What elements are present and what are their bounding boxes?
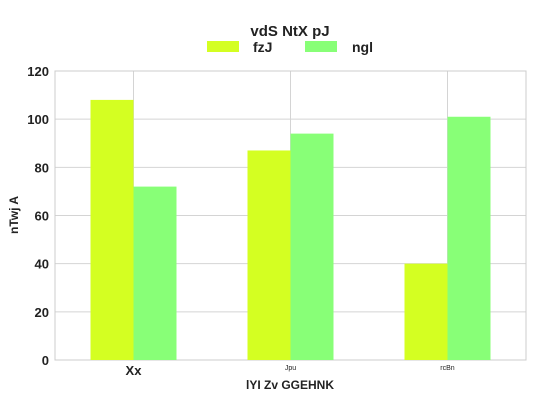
legend-swatch-fzj — [207, 41, 239, 52]
y-tick-label: 40 — [35, 257, 49, 272]
y-tick-label: 60 — [35, 209, 49, 224]
x-axis-title: lYI Zv GGEHNK — [246, 378, 334, 392]
x-tick-label: Jpu — [285, 365, 296, 372]
y-tick-label: 20 — [35, 305, 49, 320]
legend-title: vdS NtX pJ — [250, 23, 329, 40]
bar-fzj-xx — [90, 99, 134, 361]
bars — [90, 99, 491, 361]
y-tick-label: 100 — [27, 112, 49, 127]
y-tick-label: 0 — [42, 353, 49, 368]
legend: vdS NtX pJ fzJ ngl — [207, 23, 373, 55]
bar-fzj-rcbn — [404, 263, 448, 360]
bar-fzj-jpu — [247, 150, 291, 360]
y-axis-ticks: 0 20 40 60 80 100 120 — [27, 64, 49, 368]
x-tick-label: Xx — [126, 363, 143, 378]
bar-ngl-jpu — [290, 133, 334, 360]
x-tick-label: rcBn — [440, 365, 455, 372]
y-axis-title: nTwj A — [7, 196, 21, 234]
y-tick-label: 120 — [27, 64, 49, 79]
y-tick-label: 80 — [35, 160, 49, 175]
x-axis-ticks: Xx Jpu rcBn — [126, 363, 455, 378]
bar-ngl-xx — [133, 186, 177, 360]
legend-swatch-ngl — [305, 41, 337, 52]
legend-label-ngl: ngl — [352, 39, 373, 55]
legend-label-fzj: fzJ — [253, 39, 272, 55]
bar-ngl-rcbn — [447, 116, 491, 360]
